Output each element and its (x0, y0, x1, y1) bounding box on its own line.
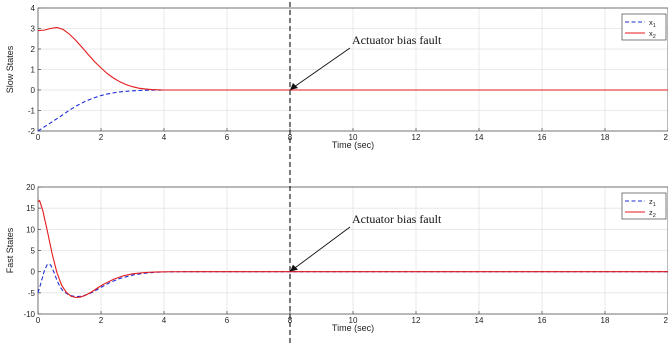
x-tick-label: 8 (288, 316, 293, 325)
x-tick-label: 4 (162, 133, 167, 142)
x-tick-label: 0 (36, 133, 41, 142)
annotation-text: Actuator bias fault (352, 33, 442, 47)
series-line-z1 (37, 263, 668, 298)
x-tick-label: 12 (412, 133, 421, 142)
legend-label-z2: z2 (649, 208, 656, 219)
legend-label-z1: z1 (649, 197, 656, 208)
x-tick-label: 12 (412, 316, 421, 325)
legend-box (621, 13, 667, 41)
y-tick-label: 0 (31, 86, 36, 95)
series-line-z2 (37, 199, 668, 299)
series-line-x2 (37, 26, 668, 91)
x-tick-label: 18 (601, 133, 610, 142)
y-tick-label: 1 (31, 66, 36, 75)
y-tick-label: -1 (28, 107, 36, 116)
x-tick-label: 8 (288, 133, 293, 142)
y-tick-label: -2 (28, 127, 36, 136)
y-tick-label: 5 (31, 247, 36, 256)
x-tick-label: 14 (475, 133, 484, 142)
x-tick-label: 16 (538, 133, 547, 142)
x-tick-label: 14 (475, 316, 484, 325)
x-tick-label: 4 (162, 316, 167, 325)
y-tick-label: 2 (31, 45, 36, 54)
x-tick-label: 10 (349, 316, 358, 325)
y-axis-label: Fast States (5, 227, 15, 273)
y-tick-label: 15 (26, 204, 35, 213)
y-tick-label: 3 (31, 25, 36, 34)
legend-box (621, 192, 667, 220)
x-tick-label: 10 (349, 133, 358, 142)
y-axis-label: Slow States (5, 45, 15, 93)
x-tick-label: 6 (225, 316, 230, 325)
x-tick-label: 16 (538, 316, 547, 325)
x-axis-label: Time (sec) (332, 140, 374, 150)
x-axis-label: Time (sec) (332, 323, 374, 333)
y-tick-label: 4 (31, 4, 36, 13)
annotation-text: Actuator bias fault (352, 212, 442, 226)
y-tick-label: 0 (31, 268, 36, 277)
x-tick-label: 2 (99, 316, 104, 325)
annotation-arrow-head (290, 264, 298, 272)
y-tick-label: 10 (26, 225, 35, 234)
y-tick-label: -5 (28, 289, 36, 298)
legend-label-x1: x1 (649, 18, 656, 29)
annotation-arrow-shaft (293, 47, 351, 88)
legend-label-x2: x2 (649, 29, 656, 40)
annotation-arrow-head (290, 83, 298, 90)
x-tick-label: 18 (601, 316, 610, 325)
x-tick-label: 6 (225, 133, 230, 142)
x-tick-label: 20 (664, 316, 668, 325)
x-tick-label: 0 (36, 316, 41, 325)
y-tick-label: -10 (23, 310, 35, 319)
x-tick-label: 20 (664, 133, 668, 142)
annotation-arrow-shaft (293, 226, 351, 270)
x-tick-label: 2 (99, 133, 104, 142)
y-tick-label: 20 (26, 183, 35, 192)
